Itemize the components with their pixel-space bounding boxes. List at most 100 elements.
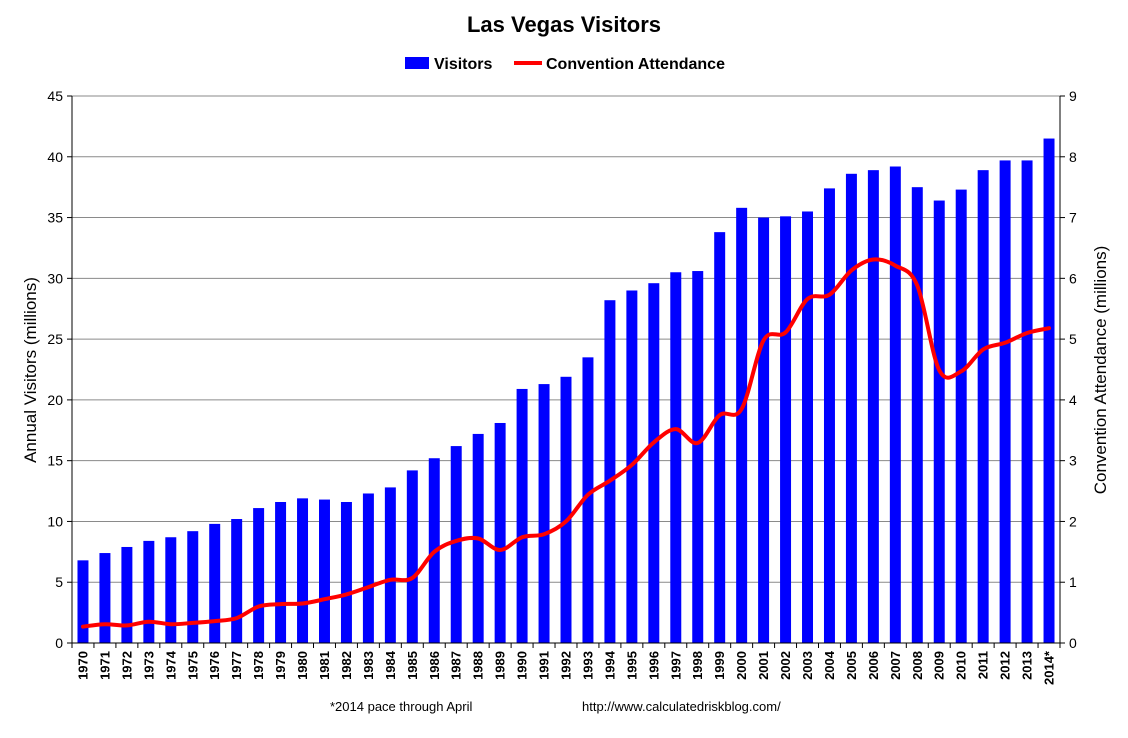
visitors-bar bbox=[319, 499, 330, 643]
y2-tick-label: 5 bbox=[1069, 331, 1077, 347]
right-y-tick-labels: 0 1 2 3 4 5 6 7 8 9 bbox=[1069, 88, 1077, 651]
y-tick-label: 20 bbox=[47, 392, 63, 408]
x-tick-label: 1981 bbox=[317, 651, 332, 680]
visitors-bar bbox=[253, 508, 265, 643]
source-url: http://www.calculatedriskblog.com/ bbox=[582, 699, 781, 714]
y2-tick-label: 6 bbox=[1069, 270, 1077, 286]
visitors-bar bbox=[406, 470, 418, 643]
y2-tick-label: 7 bbox=[1069, 210, 1077, 226]
x-tick-label: 2010 bbox=[954, 651, 969, 680]
x-tick-label: 1972 bbox=[119, 651, 134, 680]
visitors-bar bbox=[231, 519, 243, 643]
x-tick-label: 1993 bbox=[581, 651, 596, 680]
visitors-bar bbox=[780, 216, 792, 643]
x-tick-label: 2004 bbox=[822, 650, 837, 680]
visitors-bar bbox=[911, 187, 923, 643]
y2-tick-label: 8 bbox=[1069, 149, 1077, 165]
visitors-bar bbox=[648, 283, 660, 643]
visitors-bar bbox=[670, 272, 682, 643]
x-tick-label: 1978 bbox=[251, 651, 266, 680]
x-tick-label: 1982 bbox=[339, 651, 354, 680]
y-tick-label: 45 bbox=[47, 88, 63, 104]
visitors-bar bbox=[143, 540, 155, 643]
visitors-bar bbox=[450, 446, 462, 643]
x-tick-label: 1995 bbox=[624, 651, 639, 680]
x-tick-label: 2012 bbox=[998, 651, 1013, 680]
left-y-tick-labels: 0 5 10 15 20 25 30 35 40 45 bbox=[47, 88, 63, 651]
visitors-bar bbox=[99, 553, 111, 643]
y2-tick-label: 3 bbox=[1069, 453, 1077, 469]
visitors-bar bbox=[516, 388, 528, 643]
visitors-bar bbox=[165, 537, 177, 643]
y2-tick-label: 1 bbox=[1069, 574, 1077, 590]
y2-tick-label: 4 bbox=[1069, 392, 1077, 408]
x-tick-label: 1989 bbox=[493, 651, 508, 680]
y-tick-label: 25 bbox=[47, 331, 63, 347]
visitors-bar bbox=[582, 357, 594, 643]
y-tick-label: 35 bbox=[47, 210, 63, 226]
y-tick-label: 15 bbox=[47, 453, 63, 469]
x-tick-label: 1975 bbox=[185, 651, 200, 680]
x-tick-label: 1987 bbox=[449, 651, 464, 680]
y-tick-label: 40 bbox=[47, 149, 63, 165]
visitors-bar bbox=[340, 501, 352, 643]
visitors-bar bbox=[823, 188, 835, 644]
visitors-bar bbox=[1021, 160, 1033, 643]
visitors-bar bbox=[999, 160, 1011, 643]
x-tick-label: 1980 bbox=[295, 651, 310, 680]
visitors-bar bbox=[209, 523, 221, 643]
x-tick-label: 1979 bbox=[273, 651, 288, 680]
x-tick-labels: 1970 1971 1972 1973 1974 1975 1976 1977 1978 1979… bbox=[76, 650, 1057, 685]
x-tick-label: 1998 bbox=[690, 651, 705, 680]
visitors-bar bbox=[187, 531, 199, 643]
legend: Visitors Convention Attendance bbox=[405, 56, 725, 73]
visitors-bar bbox=[933, 200, 945, 643]
x-tick-label: 2000 bbox=[734, 651, 749, 680]
x-tick-label: 1983 bbox=[361, 651, 376, 680]
visitors-bar bbox=[867, 170, 879, 643]
y2-tick-label: 9 bbox=[1069, 88, 1077, 104]
x-tick-label: 1986 bbox=[427, 651, 442, 680]
visitors-bar bbox=[714, 232, 726, 644]
x-tick-label: 2001 bbox=[756, 651, 771, 680]
x-tick-label: 2014* bbox=[1042, 650, 1057, 685]
y-tick-label: 5 bbox=[55, 574, 63, 590]
visitors-bar bbox=[604, 300, 616, 643]
visitors-bar bbox=[845, 173, 857, 643]
footnote: *2014 pace through April bbox=[330, 699, 472, 714]
visitors-bars bbox=[77, 138, 1055, 644]
x-tick-label: 2009 bbox=[932, 651, 947, 680]
x-tick-label: 1991 bbox=[537, 651, 552, 680]
x-tick-label: 1974 bbox=[163, 650, 178, 680]
x-tick-label: 1970 bbox=[76, 651, 91, 680]
x-tick-label: 2013 bbox=[1020, 651, 1035, 680]
y-tick-label: 0 bbox=[55, 635, 63, 651]
y2-axis-title: Convention Attendance (millions) bbox=[1091, 246, 1110, 495]
x-tick-label: 2007 bbox=[888, 651, 903, 680]
x-tick-label: 2008 bbox=[910, 651, 925, 680]
x-tick-label: 1992 bbox=[559, 651, 574, 680]
visitors-bar bbox=[77, 560, 89, 643]
visitors-bar bbox=[362, 493, 374, 643]
y-tick-label: 30 bbox=[47, 270, 63, 286]
visitors-bar bbox=[560, 376, 572, 643]
visitors-bar bbox=[494, 422, 506, 643]
visitors-bar bbox=[121, 546, 133, 643]
y-axis-title: Annual Visitors (millions) bbox=[21, 277, 40, 463]
convention-line-group bbox=[81, 257, 1051, 629]
x-tick-label: 1976 bbox=[207, 651, 222, 680]
visitors-bar bbox=[692, 271, 704, 643]
x-tick-label: 1999 bbox=[712, 651, 727, 680]
visitors-bar bbox=[736, 207, 748, 643]
x-tick-label: 1997 bbox=[668, 651, 683, 680]
x-tick-label: 2011 bbox=[976, 651, 991, 679]
x-tick-label: 1994 bbox=[602, 650, 617, 680]
x-tick-label: 2006 bbox=[866, 651, 881, 680]
x-tick-label: 1977 bbox=[229, 651, 244, 680]
visitors-bar bbox=[275, 501, 287, 643]
y-tick-label: 10 bbox=[47, 513, 63, 529]
y2-tick-label: 2 bbox=[1069, 513, 1077, 529]
visitors-bar bbox=[977, 170, 989, 643]
